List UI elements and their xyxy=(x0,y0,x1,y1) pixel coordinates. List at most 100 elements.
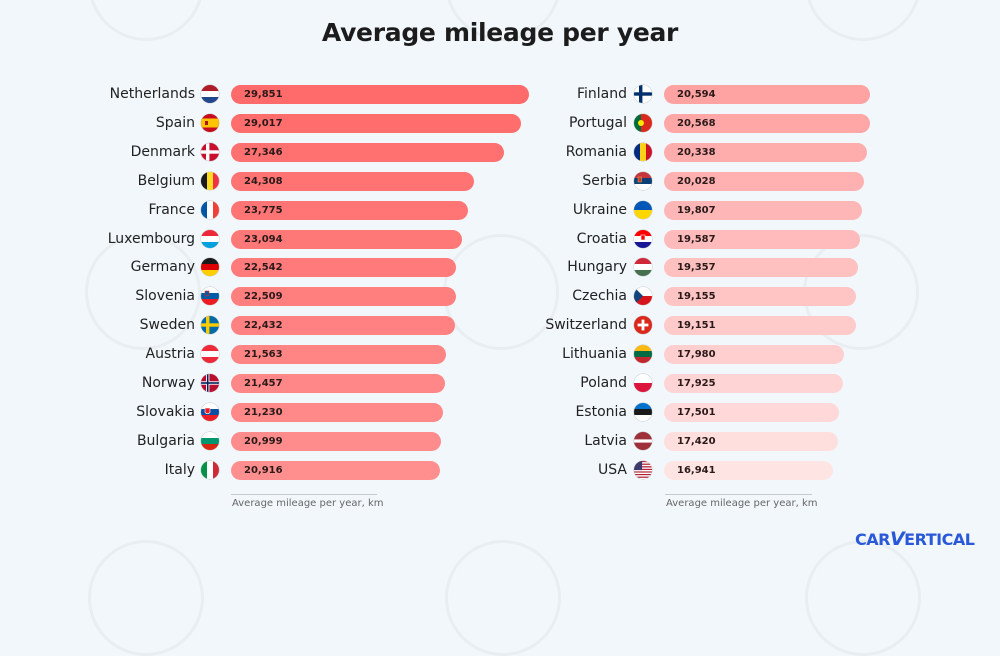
bar-row: Luxembourg 23,094 xyxy=(0,225,540,253)
bar-row: Ukraine 19,807 xyxy=(540,196,1000,224)
usa-flag-icon xyxy=(634,460,652,479)
bar-value-label: 29,017 xyxy=(244,117,283,129)
bar-value-label: 21,230 xyxy=(244,406,283,418)
luxembourg-flag-icon xyxy=(201,229,219,248)
bar-value-label: 19,587 xyxy=(677,233,716,245)
country-label: Austria xyxy=(145,346,195,363)
bar-value-label: 17,420 xyxy=(677,435,716,447)
bar-row: France 23,775 xyxy=(0,196,540,224)
czechia-flag-icon xyxy=(634,287,652,306)
bar-row: Serbia 20,028 xyxy=(540,167,1000,195)
bar-value-label: 21,457 xyxy=(244,378,283,389)
austria-flag-icon xyxy=(201,345,219,364)
italy-flag-icon xyxy=(201,460,219,479)
bar-row: Switzerland 19,151 xyxy=(540,311,1000,339)
bar-value-label: 20,338 xyxy=(677,146,716,158)
bar xyxy=(664,374,843,393)
bar-row: Finland 20,594 xyxy=(540,80,1000,108)
bar xyxy=(231,402,443,422)
bar-value-label: 20,916 xyxy=(244,464,283,476)
bta-watermark-logo xyxy=(805,540,921,656)
bar xyxy=(231,374,445,393)
bar xyxy=(664,142,867,162)
country-label: Sweden xyxy=(139,317,195,334)
ukraine-flag-icon xyxy=(634,200,652,219)
country-label: Germany xyxy=(130,259,195,276)
bar-row: Romania 20,338 xyxy=(540,138,1000,166)
country-label: Latvia xyxy=(584,432,627,449)
bar-row: Latvia 17,420 xyxy=(540,427,1000,455)
bar xyxy=(231,171,474,191)
latvia-flag-icon xyxy=(634,431,652,450)
country-label: Finland xyxy=(576,86,627,102)
france-flag-icon xyxy=(201,200,219,219)
bta-watermark-logo xyxy=(445,540,561,656)
hungary-flag-icon xyxy=(634,258,652,277)
bar-row: Czechia 19,155 xyxy=(540,282,1000,310)
portugal-flag-icon xyxy=(634,113,652,132)
bar xyxy=(231,85,529,104)
bar xyxy=(231,316,455,336)
norway-flag-icon xyxy=(201,374,219,392)
bar-value-label: 21,563 xyxy=(244,349,283,361)
bar-row: Austria 21,563 xyxy=(0,340,540,368)
bar xyxy=(664,113,870,133)
bar-value-label: 24,308 xyxy=(244,175,283,187)
country-label: Slovakia xyxy=(136,403,195,420)
carvertical-logo: CARVERTICAL xyxy=(855,528,975,550)
bar-row: Croatia 19,587 xyxy=(540,225,1000,253)
lithuania-flag-icon xyxy=(634,345,652,364)
bar-row: Hungary 19,357 xyxy=(540,253,1000,281)
bar-row: Spain 29,017 xyxy=(0,109,540,137)
bar-row: Norway 21,457 xyxy=(0,369,540,397)
bar-row: Slovenia 22,509 xyxy=(0,282,540,310)
bar xyxy=(231,431,441,451)
denmark-flag-icon xyxy=(201,142,219,161)
bar-value-label: 19,807 xyxy=(677,204,716,216)
bar-value-label: 22,509 xyxy=(244,291,283,303)
belgium-flag-icon xyxy=(201,171,219,190)
bar xyxy=(231,142,504,162)
bar-row: Slovakia 21,230 xyxy=(0,398,540,426)
bar-value-label: 19,357 xyxy=(677,262,716,274)
bar-value-label: 22,432 xyxy=(244,320,283,332)
country-label: Poland xyxy=(580,375,627,391)
bar xyxy=(231,200,468,220)
bar-row: Italy 20,916 xyxy=(0,456,540,484)
bulgaria-flag-icon xyxy=(201,431,219,450)
country-label: Romania xyxy=(565,143,627,160)
bar-row: Lithuania 17,980 xyxy=(540,340,1000,368)
country-label: Croatia xyxy=(576,230,627,247)
country-label: Switzerland xyxy=(545,317,627,334)
country-label: Belgium xyxy=(137,172,195,189)
slovakia-flag-icon xyxy=(201,402,219,421)
bar-value-label: 17,501 xyxy=(677,406,716,418)
bar xyxy=(664,460,833,480)
left-axis-label: Average mileage per year, km xyxy=(232,498,384,509)
bar-value-label: 16,941 xyxy=(677,464,716,476)
bar xyxy=(664,287,856,307)
bar-row: Germany 22,542 xyxy=(0,253,540,281)
bar xyxy=(231,229,462,249)
bar xyxy=(664,200,862,220)
bar-value-label: 17,980 xyxy=(677,349,716,361)
bar-value-label: 20,999 xyxy=(244,435,283,447)
bar xyxy=(664,171,864,191)
bar-row: Denmark 27,346 xyxy=(0,138,540,166)
bar-value-label: 22,542 xyxy=(244,262,283,274)
bar-row: USA 16,941 xyxy=(540,456,1000,484)
poland-flag-icon xyxy=(634,374,652,392)
bar-value-label: 23,094 xyxy=(244,233,283,245)
country-label: Luxembourg xyxy=(107,230,195,247)
bar xyxy=(664,345,844,365)
bar xyxy=(231,345,446,365)
bar-row: Poland 17,925 xyxy=(540,369,1000,397)
sweden-flag-icon xyxy=(201,316,219,335)
bar xyxy=(231,287,456,307)
bar xyxy=(664,402,839,422)
bta-watermark-logo xyxy=(88,540,204,656)
left-axis-line xyxy=(231,494,377,495)
bar-row: Belgium 24,308 xyxy=(0,167,540,195)
country-label: Lithuania xyxy=(562,346,627,363)
bar-value-label: 20,028 xyxy=(677,175,716,187)
